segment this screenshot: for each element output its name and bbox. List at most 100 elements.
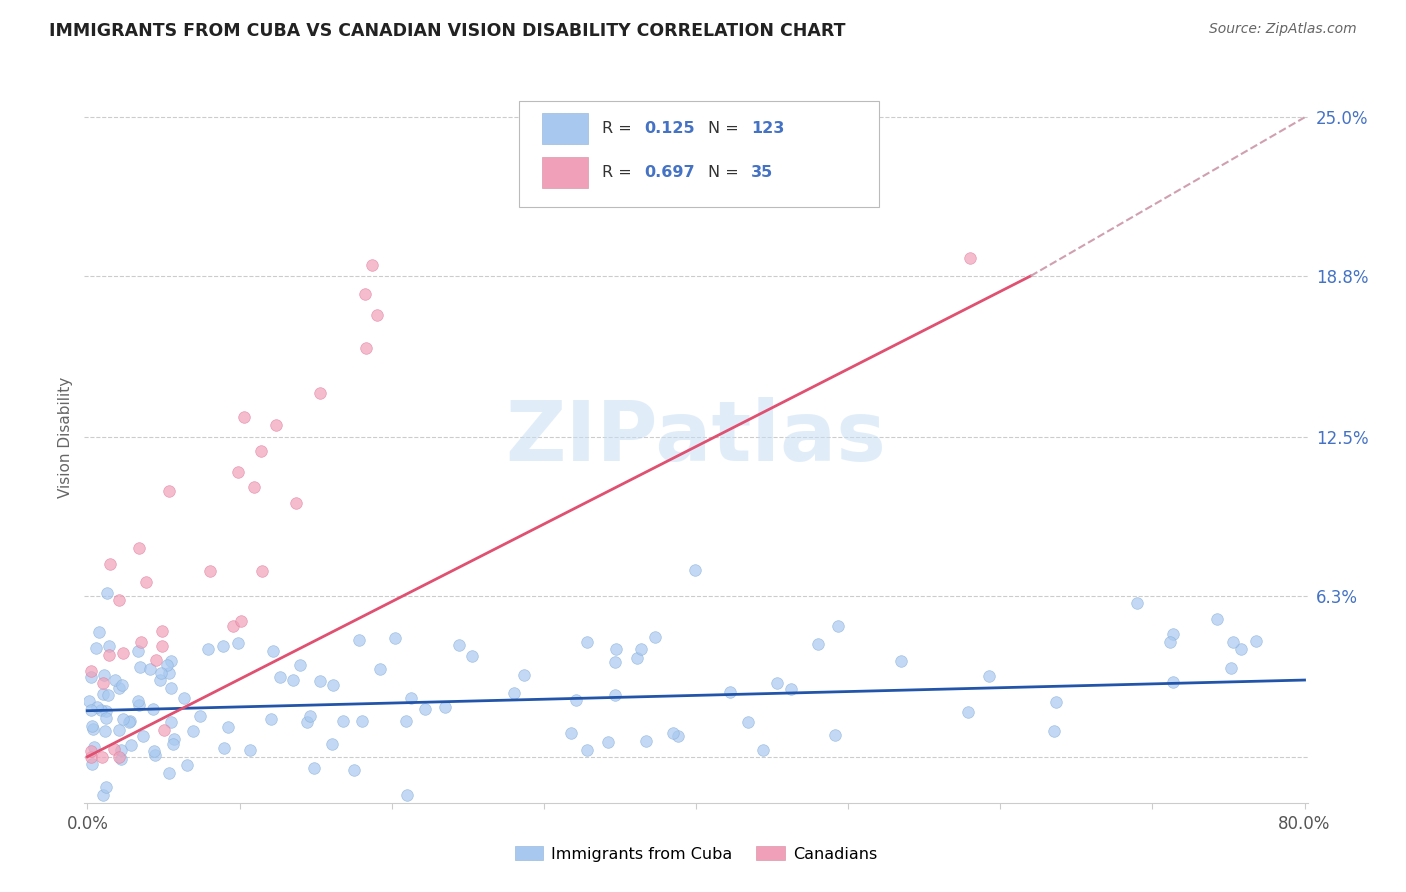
Point: [979, 669, 1001, 683]
Point: [145, 653, 167, 667]
Point: [97, 688, 120, 702]
Point: [127, 644, 149, 658]
Point: [128, 698, 150, 712]
Point: [157, 766, 180, 780]
Point: [250, 565, 273, 579]
Point: [91, 676, 114, 690]
Point: [163, 731, 186, 746]
Point: [150, 640, 173, 654]
Point: [262, 644, 284, 658]
Point: [302, 761, 325, 775]
Point: [260, 713, 283, 727]
Point: [299, 709, 322, 723]
Point: [308, 386, 330, 401]
Point: [181, 723, 204, 738]
Point: [80, 670, 103, 684]
Point: [120, 714, 142, 729]
Point: [226, 465, 249, 479]
Point: [290, 657, 312, 672]
Point: [108, 723, 131, 737]
Point: [150, 666, 173, 681]
Point: [513, 668, 536, 682]
Point: [661, 726, 683, 740]
Point: [143, 744, 166, 758]
Point: [96, 586, 118, 600]
Point: [90, 703, 112, 717]
Text: 123: 123: [751, 121, 785, 136]
Point: [226, 636, 249, 650]
Point: [368, 662, 391, 676]
Point: [108, 681, 131, 695]
Point: [93, 667, 115, 681]
Point: [91, 788, 114, 802]
Point: [347, 633, 370, 648]
Point: [1045, 695, 1067, 709]
Point: [605, 689, 627, 703]
FancyBboxPatch shape: [541, 113, 588, 144]
Point: [84, 640, 107, 655]
Point: [98, 558, 121, 572]
Point: [765, 675, 787, 690]
Point: [89, 624, 111, 639]
Point: [173, 690, 195, 705]
Point: [807, 637, 830, 651]
Point: [415, 701, 437, 715]
Point: [127, 694, 149, 708]
Point: [108, 593, 131, 607]
Point: [309, 673, 332, 688]
Point: [321, 738, 343, 752]
Point: [666, 729, 689, 743]
Point: [634, 733, 657, 747]
Point: [354, 286, 377, 301]
Point: [239, 743, 262, 757]
Y-axis label: Vision Disability: Vision Disability: [58, 376, 73, 498]
Point: [434, 700, 457, 714]
Point: [395, 714, 418, 728]
Point: [396, 788, 419, 802]
Point: [157, 666, 180, 681]
Text: N =: N =: [709, 121, 744, 136]
Point: [149, 673, 172, 688]
Point: [128, 541, 150, 556]
Point: [82, 722, 104, 736]
Point: [150, 624, 173, 639]
Point: [598, 735, 620, 749]
Point: [111, 646, 134, 660]
Point: [80, 664, 103, 678]
Point: [118, 714, 141, 729]
Point: [779, 681, 801, 696]
Point: [94, 711, 117, 725]
Point: [1220, 661, 1243, 675]
Point: [160, 681, 183, 695]
Text: Source: ZipAtlas.com: Source: ZipAtlas.com: [1209, 22, 1357, 37]
Point: [1230, 642, 1253, 657]
Point: [197, 642, 219, 657]
Point: [269, 670, 291, 684]
Point: [295, 714, 318, 729]
Point: [564, 693, 586, 707]
Point: [79, 743, 101, 757]
Legend: Immigrants from Cuba, Canadians: Immigrants from Cuba, Canadians: [508, 839, 884, 868]
Point: [1042, 723, 1064, 738]
Point: [80, 718, 103, 732]
Point: [605, 655, 627, 669]
Point: [110, 743, 132, 757]
Point: [322, 678, 344, 692]
Point: [80, 749, 103, 764]
Point: [1161, 675, 1184, 690]
Point: [575, 743, 598, 757]
Point: [90, 749, 112, 764]
Point: [229, 614, 252, 628]
Point: [110, 678, 132, 692]
Point: [217, 720, 239, 734]
Point: [94, 780, 117, 795]
Point: [86, 700, 108, 714]
Point: [104, 673, 127, 688]
Text: R =: R =: [602, 121, 637, 136]
Point: [399, 691, 422, 706]
Point: [91, 688, 114, 702]
Point: [959, 251, 981, 265]
Point: [718, 685, 741, 699]
Point: [352, 714, 374, 728]
Point: [129, 660, 152, 674]
